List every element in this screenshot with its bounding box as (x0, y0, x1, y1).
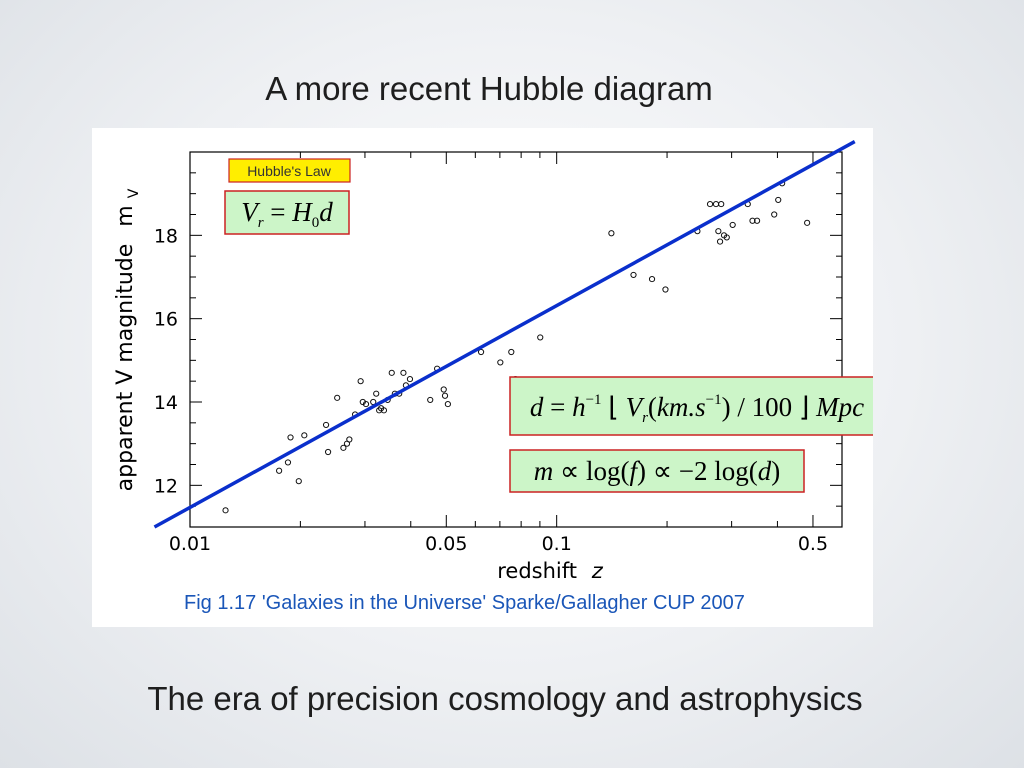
data-point (301, 432, 308, 439)
data-point (287, 434, 294, 441)
y-tick-label: 14 (154, 392, 178, 414)
data-point (716, 238, 724, 245)
formula-hubble-law: Vr = H0d (224, 190, 350, 235)
data-point (427, 396, 434, 404)
data-point (729, 221, 736, 229)
data-point (608, 230, 615, 237)
y-axis-label-text: apparent V magnitude (113, 244, 138, 492)
hubble-law-fit-line (153, 140, 856, 529)
x-ticks (189, 152, 843, 527)
data-point (753, 217, 761, 224)
data-point (477, 348, 485, 356)
data-point (712, 200, 720, 208)
data-point (388, 369, 395, 376)
data-point (444, 400, 451, 408)
data-point (295, 478, 302, 485)
data-point (322, 421, 330, 429)
data-point (508, 348, 515, 356)
figure-panel: 0.01 0.05 0.1 0.5 12 14 16 18 redshift z appar… (92, 128, 873, 627)
data-point (715, 228, 722, 235)
y-tick-label: 16 (154, 309, 178, 331)
data-point (370, 398, 377, 406)
data-point (440, 386, 447, 393)
data-point (749, 217, 756, 224)
formula-hubble-law-text: Vr = H0d (241, 197, 333, 231)
data-points (222, 180, 811, 514)
formula-distance: d = h−1 ⌊ Vr(km.s−1) / 100 ⌋ Mpc (509, 376, 873, 436)
data-point (775, 196, 782, 204)
formula-distance-box (509, 376, 873, 436)
data-point (497, 359, 504, 366)
data-point (804, 219, 811, 226)
hubbles-law-label-text: Hubble's Law (247, 163, 332, 179)
data-point (706, 200, 714, 208)
data-point (324, 448, 332, 456)
data-point (276, 467, 283, 474)
x-tick-label: 0.05 (425, 533, 467, 555)
figure-caption: Fig 1.17 'Galaxies in the Universe' Spar… (184, 592, 745, 614)
slide-title: A more recent Hubble diagram (265, 70, 713, 107)
x-axis-label: redshift z (497, 559, 603, 583)
x-axis-label-text: redshift (497, 559, 577, 583)
y-tick-label: 12 (154, 475, 178, 497)
data-point (406, 375, 414, 383)
slide-subtitle: The era of precision cosmology and astro… (147, 680, 863, 717)
y-axis-label-symbol: m (113, 205, 138, 226)
data-point (284, 459, 292, 466)
x-tick-labels: 0.01 0.05 0.1 0.5 (169, 533, 828, 555)
x-tick-label: 0.01 (169, 533, 211, 555)
data-point (537, 334, 544, 341)
x-axis-label-symbol: z (591, 559, 604, 583)
data-point (718, 200, 725, 208)
y-axis-label-subscript: V (126, 188, 142, 198)
data-point (357, 378, 364, 385)
hubble-chart: 0.01 0.05 0.1 0.5 12 14 16 18 redshift z appar… (113, 140, 873, 614)
data-point (400, 369, 407, 376)
formula-magnitude: m ∝ log(f) ∝ −2 log(d) (509, 449, 805, 493)
data-point (340, 444, 347, 451)
data-point (771, 211, 778, 218)
formula-distance-text: d = h−1 ⌊ Vr(km.s−1) / 100 ⌋ Mpc (530, 392, 864, 426)
data-point (723, 234, 730, 241)
hubbles-law-label-box (228, 158, 351, 183)
y-tick-labels: 12 14 16 18 (154, 225, 178, 497)
data-point (346, 436, 353, 443)
data-point (222, 507, 229, 514)
data-point (630, 271, 637, 279)
y-tick-label: 18 (154, 225, 178, 247)
x-tick-label: 0.1 (542, 533, 572, 555)
formula-magnitude-text: m ∝ log(f) ∝ −2 log(d) (534, 456, 781, 486)
data-point (441, 392, 449, 399)
data-point (648, 275, 656, 283)
data-point (662, 286, 669, 293)
data-point (380, 407, 388, 414)
data-point (373, 390, 380, 397)
data-point (334, 394, 341, 401)
y-axis-label: apparent V magnitude m V (113, 188, 142, 491)
x-tick-label: 0.5 (798, 533, 828, 555)
hubbles-law-label: Hubble's Law (228, 158, 351, 183)
data-point (362, 400, 370, 408)
formula-hubble-law-box (224, 190, 350, 235)
formula-magnitude-box (509, 449, 805, 493)
